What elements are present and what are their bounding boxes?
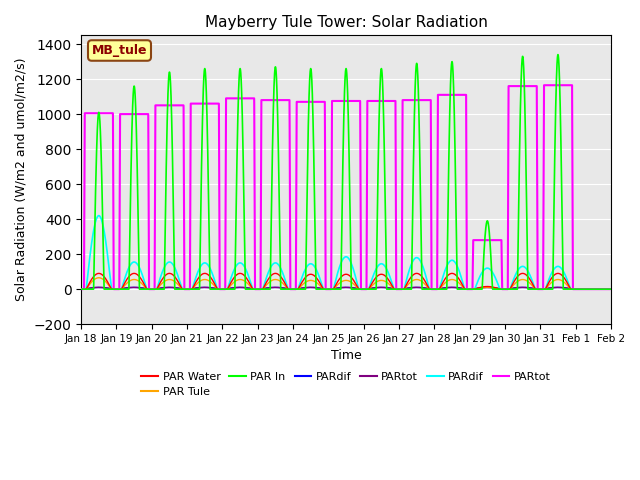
Legend: PAR Water, PAR Tule, PAR In, PARdif, PARtot, PARdif, PARtot: PAR Water, PAR Tule, PAR In, PARdif, PAR…: [137, 367, 555, 402]
Y-axis label: Solar Radiation (W/m2 and umol/m2/s): Solar Radiation (W/m2 and umol/m2/s): [15, 58, 28, 301]
Title: Mayberry Tule Tower: Solar Radiation: Mayberry Tule Tower: Solar Radiation: [205, 15, 488, 30]
X-axis label: Time: Time: [331, 349, 362, 362]
Text: MB_tule: MB_tule: [92, 44, 147, 57]
